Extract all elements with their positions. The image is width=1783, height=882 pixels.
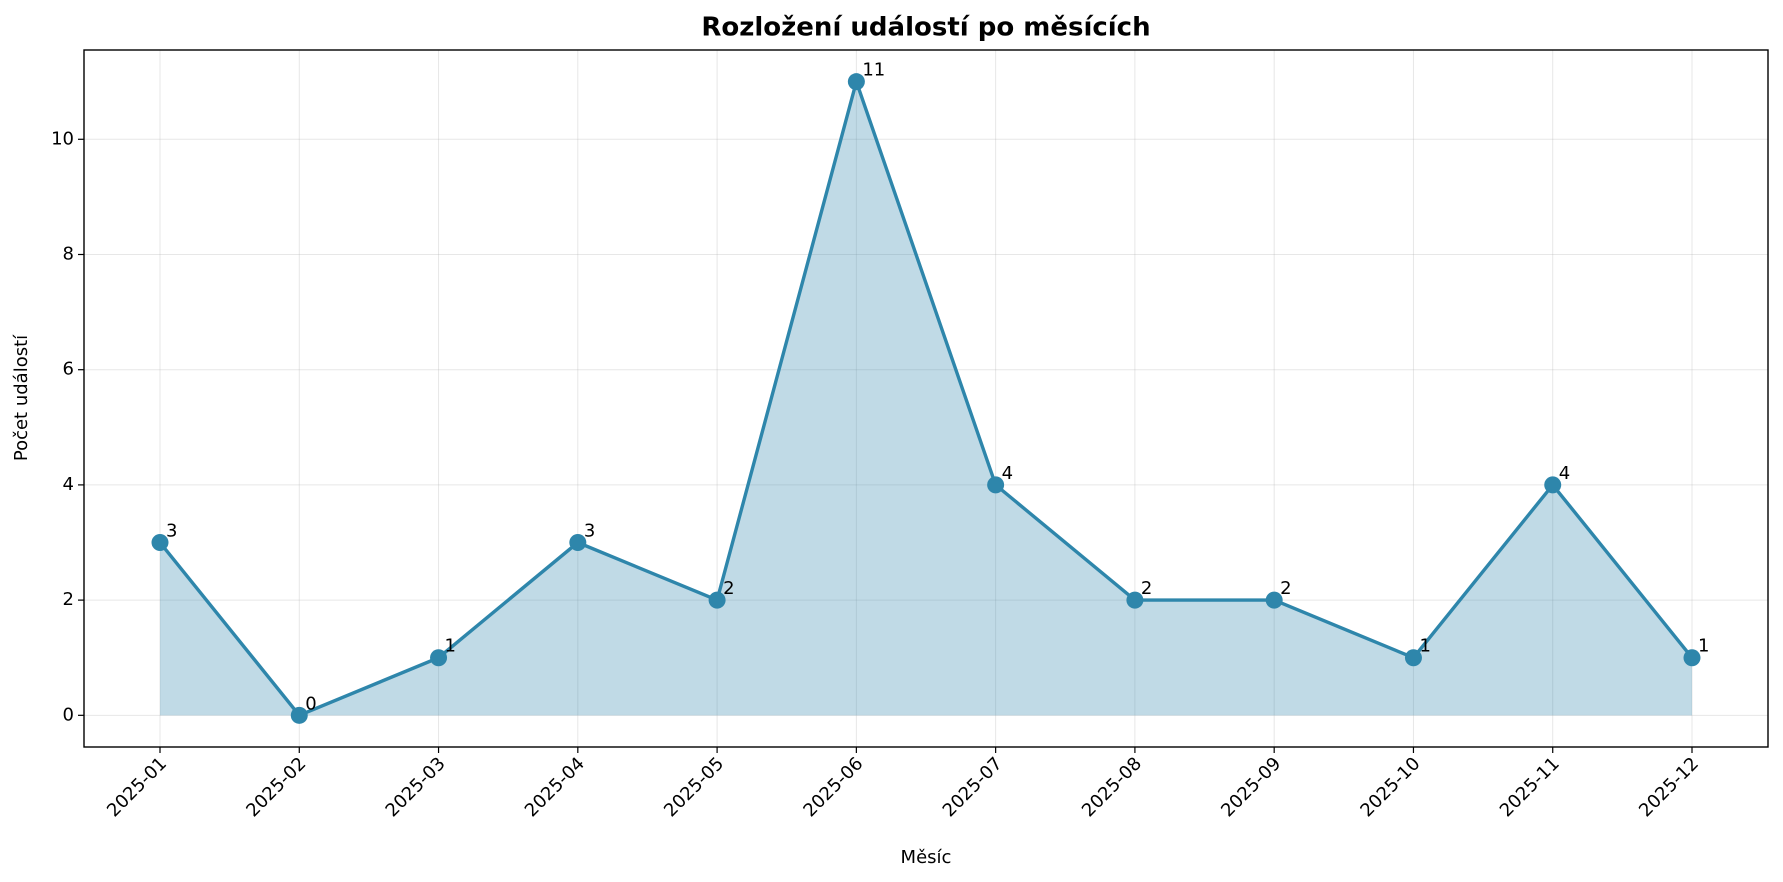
point — [1126, 591, 1144, 609]
point — [290, 706, 308, 724]
data-label: 3 — [584, 521, 595, 542]
data-label: 1 — [445, 636, 456, 657]
point — [1404, 649, 1422, 667]
point — [1265, 591, 1283, 609]
point — [1544, 476, 1562, 494]
chart-title: Rozložení událostí po měsících — [701, 13, 1150, 43]
x-tick-label: 2025-12 — [1635, 753, 1703, 821]
x-axis-label: Měsíc — [901, 847, 952, 868]
point — [569, 534, 587, 552]
data-label: 3 — [166, 521, 177, 542]
y-axis-label: Počet událostí — [11, 334, 32, 461]
point — [987, 476, 1005, 494]
x-tick-label: 2025-09 — [1217, 753, 1285, 821]
point — [847, 73, 865, 91]
plot-frame — [83, 49, 1769, 748]
area — [160, 81, 1692, 716]
point — [708, 591, 726, 609]
x-tick-label: 2025-06 — [799, 753, 867, 821]
data-label: 4 — [1002, 463, 1013, 484]
data-label: 1 — [1698, 636, 1709, 657]
y-tick-label: 10 — [51, 128, 74, 149]
y-tick-label: 6 — [63, 359, 74, 380]
x-tick-label: 2025-01 — [103, 753, 171, 821]
data-label: 4 — [1559, 463, 1570, 484]
data-label: 0 — [305, 693, 316, 714]
data-label: 11 — [862, 60, 885, 81]
x-tick-label: 2025-03 — [382, 753, 450, 821]
point — [430, 649, 448, 667]
x-tick-label: 2025-10 — [1356, 753, 1424, 821]
point — [1683, 649, 1701, 667]
y-tick-label: 2 — [63, 589, 74, 610]
y-tick-label: 0 — [63, 704, 74, 725]
data-label: 2 — [1141, 578, 1152, 599]
x-tick-label: 2025-02 — [242, 753, 310, 821]
y-tick-label: 4 — [63, 474, 74, 495]
x-tick-label: 2025-05 — [660, 753, 728, 821]
data-label: 2 — [1280, 578, 1291, 599]
data-label: 1 — [1419, 636, 1430, 657]
point — [151, 534, 169, 552]
x-tick-label: 2025-07 — [939, 753, 1007, 821]
x-tick-label: 2025-04 — [521, 753, 589, 821]
data-label: 2 — [723, 578, 734, 599]
x-tick-label: 2025-11 — [1496, 753, 1564, 821]
line — [158, 75, 1694, 718]
y-tick-label: 8 — [63, 243, 74, 264]
x-tick-label: 2025-08 — [1078, 753, 1146, 821]
